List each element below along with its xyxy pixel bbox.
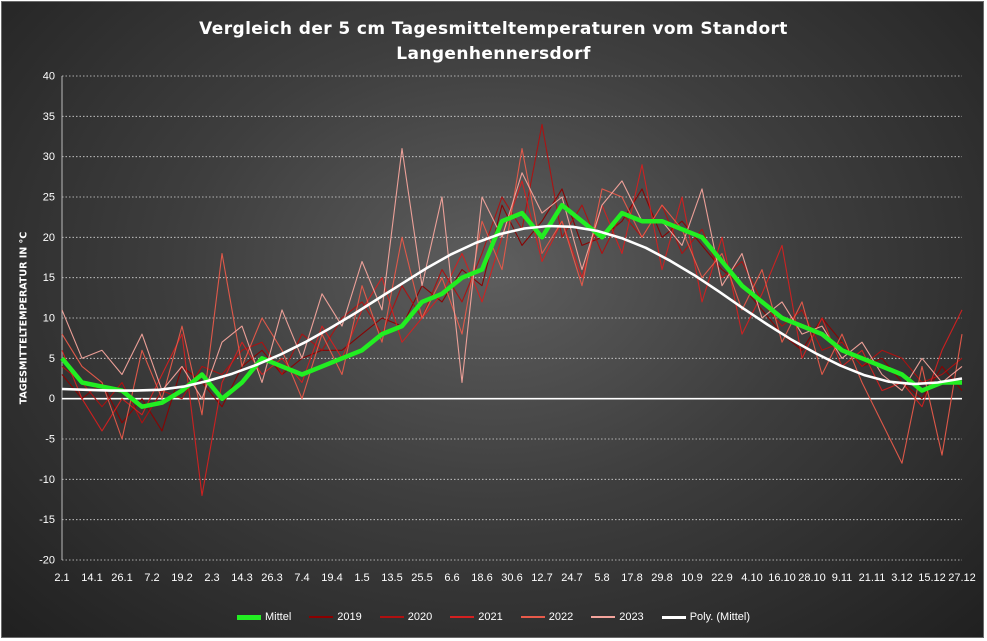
legend-label: 2023 (619, 611, 644, 623)
series-line-2021 (61, 164, 963, 497)
legend-swatch (309, 616, 334, 618)
series-line-poly-mittel (61, 224, 963, 392)
chart-subtitle: Langenhennersdorf (396, 44, 591, 64)
series-line-2019 (61, 188, 963, 432)
legend-item: 2023 (591, 611, 644, 623)
y-tick-label: 0 (49, 393, 55, 405)
legend-label: Poly. (Mittel) (689, 611, 750, 623)
legend-swatch (520, 616, 545, 618)
x-tick-label: 24.7 (561, 572, 582, 584)
y-tick-label: -5 (45, 434, 55, 446)
x-tick-label: 25.5 (411, 572, 432, 584)
legend-label: Mittel (264, 611, 292, 623)
x-tick-label: 13.5 (381, 572, 402, 584)
x-tick-label: 21.11 (859, 572, 886, 584)
legend-label: 2019 (337, 611, 362, 623)
legend-item: 2022 (520, 611, 574, 623)
legend-item: 2019 (309, 611, 362, 623)
legend-swatch (379, 616, 404, 618)
legend-label: 2020 (407, 611, 433, 623)
y-tick-label: 35 (43, 111, 55, 123)
y-tick-label: 25 (43, 192, 55, 204)
legend-swatch (450, 616, 475, 618)
y-tick-label: -10 (39, 474, 55, 486)
x-tick-label: 10.9 (681, 572, 702, 584)
x-tick-label: 16.10 (768, 572, 796, 584)
series-line-2022 (61, 148, 963, 464)
y-tick-label: 20 (43, 232, 55, 244)
x-tick-label: 14.1 (81, 572, 102, 584)
x-tick-label: 19.4 (321, 572, 342, 584)
x-tick-label: 14.3 (231, 572, 252, 584)
x-tick-label: 30.6 (501, 572, 522, 584)
y-tick-label: -15 (39, 514, 55, 526)
legend-item: Mittel (236, 611, 292, 623)
x-tick-label: 26.3 (261, 572, 282, 584)
x-tick-label: 7.4 (294, 572, 309, 584)
x-tick-label: 6.6 (444, 572, 459, 584)
y-tick-label: 40 (43, 71, 55, 83)
x-tick-label: 1.5 (354, 572, 369, 584)
x-tick-label: 28.10 (798, 572, 826, 584)
x-tick-label: 17.8 (621, 572, 642, 584)
chart-title: Vergleich der 5 cm Tagesmitteltemperatur… (199, 19, 788, 39)
x-tick-label: 26.1 (111, 572, 132, 584)
y-tick-label: -20 (39, 555, 55, 567)
legend-item: 2020 (379, 611, 433, 623)
y-tick-label: 15 (43, 272, 55, 284)
legend-item: 2021 (450, 611, 503, 623)
x-tick-label: 2.3 (204, 572, 219, 584)
legend-swatch (661, 615, 686, 619)
x-tick-label: 18.6 (471, 572, 492, 584)
x-tick-label: 9.11 (832, 572, 853, 584)
legend: Mittel 2019 2020 2021 2022 2023 Poly. (Mittel) (0, 608, 987, 626)
x-tick-label: 19.2 (171, 572, 192, 584)
y-tick-label: 30 (43, 151, 55, 163)
y-tick-label: 10 (43, 313, 55, 325)
x-tick-label: 2.1 (54, 572, 69, 584)
legend-swatch (236, 614, 261, 620)
legend-label: 2022 (548, 611, 574, 623)
series-line-2023 (61, 148, 963, 400)
y-tick-label: 5 (49, 353, 55, 365)
x-tick-label: 7.2 (144, 572, 159, 584)
series-line-mittel (60, 202, 962, 409)
x-tick-label: 22.9 (711, 572, 732, 584)
x-tick-label: 3.12 (891, 572, 912, 584)
x-tick-label: 27.12 (948, 572, 976, 584)
x-tick-label: 5.8 (594, 572, 609, 584)
x-tick-label: 29.8 (651, 572, 672, 584)
legend-label: 2021 (478, 611, 503, 623)
x-tick-label: 12.7 (531, 572, 552, 584)
x-tick-label: 4.10 (741, 572, 762, 584)
x-tick-label: 15.12 (918, 572, 946, 584)
legend-item: Poly. (Mittel) (661, 611, 750, 623)
legend-swatch (591, 616, 616, 618)
